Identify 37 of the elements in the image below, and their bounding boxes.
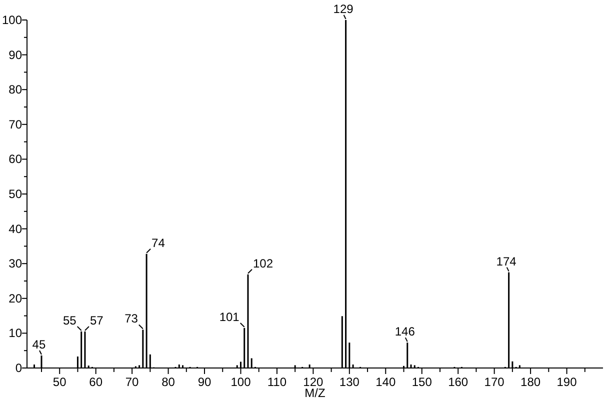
- y-tick-label: 90: [8, 48, 22, 62]
- x-tick-label: 100: [230, 375, 252, 389]
- x-tick-label: 80: [162, 375, 176, 389]
- y-tick-label: 30: [8, 256, 22, 271]
- annotation: 74: [152, 236, 166, 250]
- x-tick-label: 140: [376, 375, 396, 389]
- x-tick-label: 50: [52, 375, 67, 389]
- y-tick-label: 10: [8, 326, 22, 340]
- annotation: 57: [90, 313, 104, 328]
- annotation: 73: [124, 312, 138, 326]
- x-tick-label: 160: [448, 375, 468, 389]
- annotation: 55: [62, 313, 77, 328]
- annotation: 146: [394, 324, 416, 339]
- x-tick-label: 170: [484, 375, 505, 389]
- y-tick-label: 50: [8, 187, 22, 201]
- x-tick-label: 90: [198, 375, 212, 389]
- x-tick-label: 150: [412, 375, 432, 389]
- annotation: 45: [32, 337, 46, 352]
- y-tick-label: 20: [8, 291, 22, 306]
- annotation: 174: [496, 254, 517, 268]
- x-axis-title: M/Z: [304, 386, 326, 400]
- y-tick-label: 70: [8, 117, 22, 132]
- x-tick-label: 60: [89, 375, 103, 389]
- x-tick-label: 110: [267, 375, 287, 389]
- annotation: 129: [333, 2, 354, 16]
- y-tick-label: 40: [8, 222, 22, 236]
- y-tick-label: 0: [15, 361, 22, 375]
- annotation: 102: [252, 256, 274, 270]
- x-tick-label: 180: [520, 375, 541, 389]
- x-tick-label: 70: [125, 375, 140, 389]
- y-tick-label: 80: [8, 82, 22, 97]
- x-tick-label: 130: [339, 375, 360, 389]
- annotation: 101: [219, 310, 240, 324]
- y-tick-label: 100: [2, 13, 22, 27]
- x-tick-label: 120: [303, 375, 324, 389]
- x-tick-label: 190: [556, 375, 578, 389]
- y-tick-label: 60: [8, 152, 22, 166]
